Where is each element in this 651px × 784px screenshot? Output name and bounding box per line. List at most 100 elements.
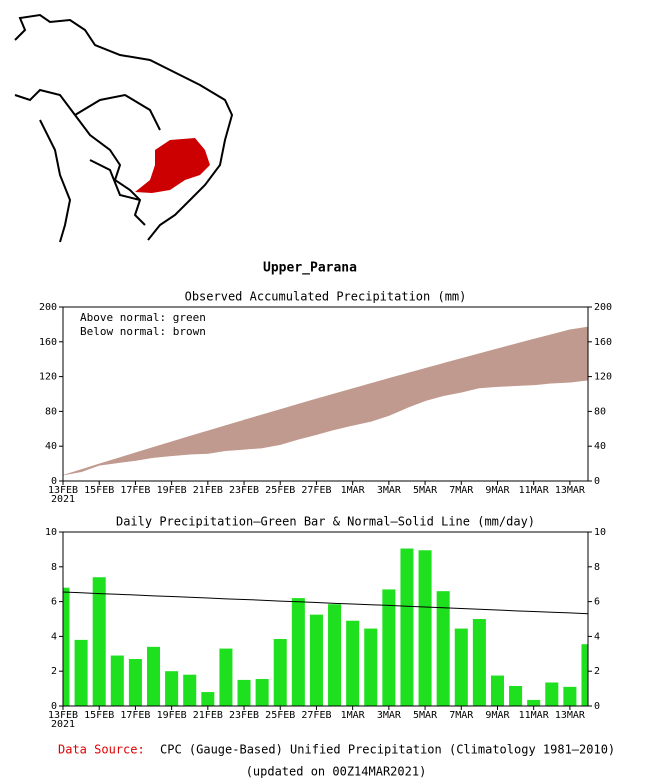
y2-tick-label: 0: [594, 701, 600, 712]
x-tick-label: 17FEB: [120, 485, 150, 496]
x-tick-label: 27FEB: [301, 485, 331, 496]
bar: [291, 598, 305, 706]
y-tick-label: 2: [51, 666, 57, 677]
plot-frame: [62, 306, 589, 482]
x-year-label: 2021: [51, 494, 75, 505]
area-segment: [261, 409, 281, 449]
border: [74, 93, 161, 131]
bar: [545, 682, 559, 706]
bar: [255, 679, 269, 706]
x-tick-label: 3MAR: [377, 710, 402, 721]
area-segment: [153, 441, 172, 458]
y-tick-label: 10: [45, 527, 57, 538]
y2-tick-label: 160: [594, 337, 612, 348]
basin-region: [135, 138, 210, 193]
bar: [201, 692, 215, 706]
x-tick-label: 1MAR: [341, 710, 366, 721]
x-year-label: 2021: [51, 719, 75, 730]
bar: [509, 685, 523, 706]
bar: [527, 699, 541, 706]
x-tick-label: 13MAR: [555, 710, 586, 721]
x-tick-label: 11MAR: [519, 710, 550, 721]
bar: [237, 679, 251, 706]
area-segment: [62, 469, 82, 476]
area-segment: [569, 326, 589, 383]
map: [14, 13, 234, 243]
bar: [454, 628, 468, 706]
area-segment: [352, 383, 372, 426]
x-tick-label: 5MAR: [413, 485, 438, 496]
y-tick-label: 0: [51, 701, 57, 712]
x-tick-label: 15FEB: [84, 485, 114, 496]
bars: [63, 548, 588, 706]
y-tick-label: 40: [45, 441, 57, 452]
area-segment: [533, 334, 553, 386]
area-segment: [424, 363, 444, 402]
area-segment: [279, 403, 299, 446]
x-tick-label: 13FEB: [48, 710, 78, 721]
x-tick-label: 7MAR: [449, 485, 474, 496]
bar: [346, 620, 360, 706]
bar: [219, 648, 233, 706]
bar: [92, 577, 106, 706]
border: [39, 119, 72, 243]
y2-tick-label: 40: [594, 441, 606, 452]
bar: [436, 591, 450, 706]
bar: [364, 628, 378, 706]
bar: [183, 674, 197, 706]
x-tick-label: 21FEB: [193, 710, 223, 721]
area-segment: [334, 388, 353, 430]
x-tick-label: 25FEB: [265, 710, 295, 721]
page-title: Upper_Parana: [263, 261, 357, 276]
bar: [418, 550, 432, 706]
x-tick-label: 21FEB: [193, 485, 223, 496]
x-tick-label: 17FEB: [120, 710, 150, 721]
x-tick-label: 19FEB: [157, 485, 187, 496]
bar: [110, 655, 124, 706]
area-segment: [98, 457, 118, 466]
bar: [581, 644, 588, 706]
plot-frame: [62, 531, 589, 707]
source: CPC (Gauge-Based) Unified Precipitation …: [160, 743, 615, 757]
y-tick-label: 120: [39, 372, 57, 383]
bar: [128, 659, 142, 706]
bar: [328, 604, 342, 706]
x-tick-label: 5MAR: [413, 710, 438, 721]
chart-title: Observed Accumulated Precipitation (mm): [185, 290, 467, 304]
y-tick-label: 160: [39, 337, 57, 348]
chart-title: Daily Precipitation–Green Bar & Normal–S…: [116, 515, 535, 529]
area-segment: [80, 463, 100, 473]
bar: [563, 686, 577, 706]
x-tick-label: 25FEB: [265, 485, 295, 496]
bar: [165, 671, 179, 706]
source-label: Data Source:: [58, 743, 145, 757]
border: [89, 159, 141, 201]
y-tick-label: 6: [51, 597, 57, 608]
area-segment: [225, 419, 245, 451]
area-segment: [298, 398, 317, 440]
bar: [63, 587, 70, 706]
x-tick-label: 27FEB: [301, 710, 331, 721]
bar: [273, 639, 287, 706]
bar: [400, 548, 414, 706]
bar: [74, 639, 88, 706]
x-tick-label: 19FEB: [157, 710, 187, 721]
area-segment: [515, 338, 534, 387]
x-tick-label: 3MAR: [377, 485, 402, 496]
y-tick-label: 4: [51, 631, 57, 642]
y2-tick-label: 120: [594, 372, 612, 383]
area-segment: [171, 435, 191, 457]
coastline: [14, 13, 234, 241]
bar: [309, 614, 323, 706]
area-segment: [442, 358, 462, 397]
annotation: Below normal: brown: [80, 325, 206, 338]
area-segment: [189, 430, 209, 455]
bar: [147, 646, 161, 706]
bar: [472, 619, 486, 706]
area-segment: [135, 446, 154, 461]
area-segment: [460, 353, 480, 393]
bar: [490, 675, 504, 706]
y2-tick-label: 4: [594, 631, 600, 642]
x-tick-label: 9MAR: [485, 485, 510, 496]
